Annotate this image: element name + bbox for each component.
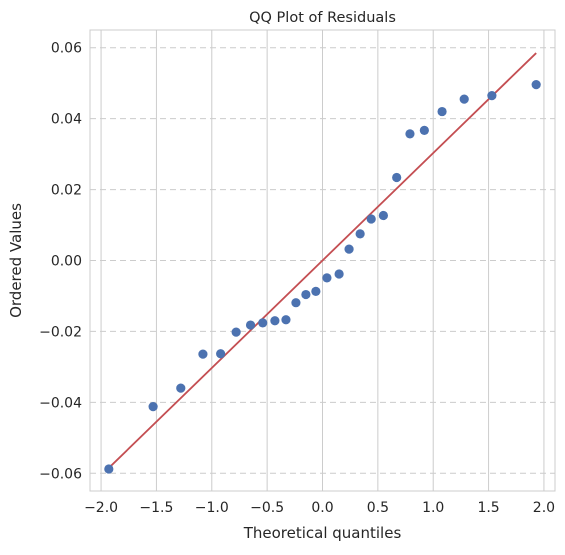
data-point [301,289,311,300]
data-point [487,91,497,101]
x-tick-label: −2.0 [84,500,118,516]
x-tick-label: 2.0 [533,500,555,516]
x-tick-label: 1.5 [477,500,499,516]
data-point [366,214,376,224]
data-point [405,129,415,139]
y-tick-label: −0.02 [39,324,82,340]
y-tick-label: 0.02 [51,183,82,199]
x-tick-label: 1.0 [422,500,444,516]
data-point [198,349,208,359]
data-point [148,402,158,412]
series-layer [104,52,541,474]
reference-line [108,52,537,469]
data-point [355,229,365,239]
data-point [245,320,256,330]
data-point [270,316,280,326]
data-point [216,349,226,359]
tick-layer: −2.0 −1.5 −1.0 −0.5 0.0 0.5 1.0 1.5 2.0 −0.06 −0.0… [39,41,555,516]
data-point [531,80,541,90]
plot-frame [89,29,556,492]
data-point [344,244,354,254]
data-point [281,315,291,325]
x-axis-label: Theoretical quantiles [243,524,402,542]
y-tick-label: 0.00 [51,254,82,270]
y-tick-label: 0.04 [51,112,82,128]
y-tick-label: 0.06 [51,41,82,57]
data-point [392,172,402,183]
y-axis-label: Ordered Values [7,203,25,318]
data-point [291,298,301,308]
data-point [176,383,186,393]
x-tick-label: −1.0 [195,500,229,516]
x-tick-label: −0.5 [250,500,284,516]
chart-title: QQ Plot of Residuals [249,10,396,26]
y-tick-label: −0.06 [39,466,82,482]
data-point [437,106,447,117]
data-point [419,125,429,135]
x-tick-label: −1.5 [139,500,173,516]
data-point [459,94,469,104]
x-tick-label: 0.0 [311,500,333,516]
data-point [378,210,388,221]
data-point [231,327,241,337]
data-point [311,286,321,296]
data-point [334,269,344,279]
data-point [322,273,332,283]
data-point [258,318,268,328]
data-point [104,464,114,474]
x-tick-label: 0.5 [367,500,389,516]
y-tick-label: −0.04 [39,395,82,411]
